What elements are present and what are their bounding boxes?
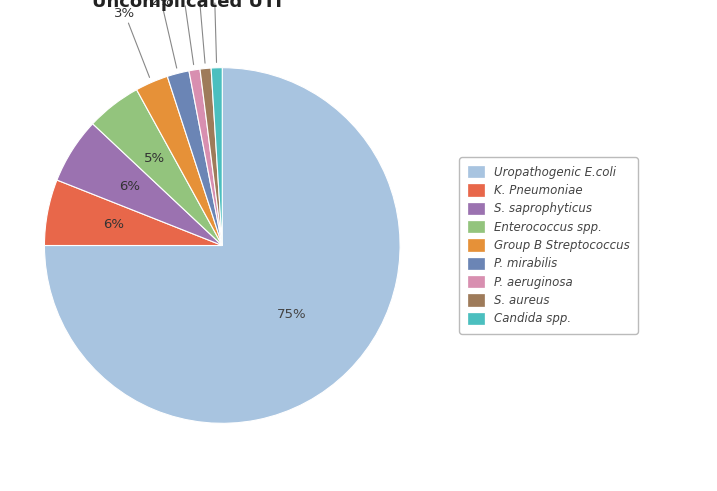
- Legend: Uropathogenic E.coli, K. Pneumoniae, S. saprophyticus, Enterococcus spp., Group : Uropathogenic E.coli, K. Pneumoniae, S. …: [460, 158, 637, 333]
- Text: 5%: 5%: [144, 152, 165, 165]
- Text: 3%: 3%: [114, 7, 150, 78]
- Text: 1%: 1%: [174, 0, 194, 65]
- Wedge shape: [211, 68, 222, 246]
- Text: 6%: 6%: [103, 218, 125, 231]
- Wedge shape: [189, 69, 222, 246]
- Text: 6%: 6%: [119, 180, 140, 193]
- Text: 1%: 1%: [204, 0, 225, 62]
- Title: Uncomplicated UTI: Uncomplicated UTI: [92, 0, 282, 11]
- Wedge shape: [57, 124, 222, 246]
- Wedge shape: [92, 90, 222, 246]
- Wedge shape: [44, 68, 400, 423]
- Text: 2%: 2%: [151, 0, 176, 68]
- Wedge shape: [200, 68, 222, 246]
- Text: 1%: 1%: [189, 0, 210, 63]
- Wedge shape: [167, 71, 222, 246]
- Wedge shape: [137, 77, 222, 246]
- Wedge shape: [44, 180, 222, 246]
- Text: 75%: 75%: [277, 308, 306, 321]
